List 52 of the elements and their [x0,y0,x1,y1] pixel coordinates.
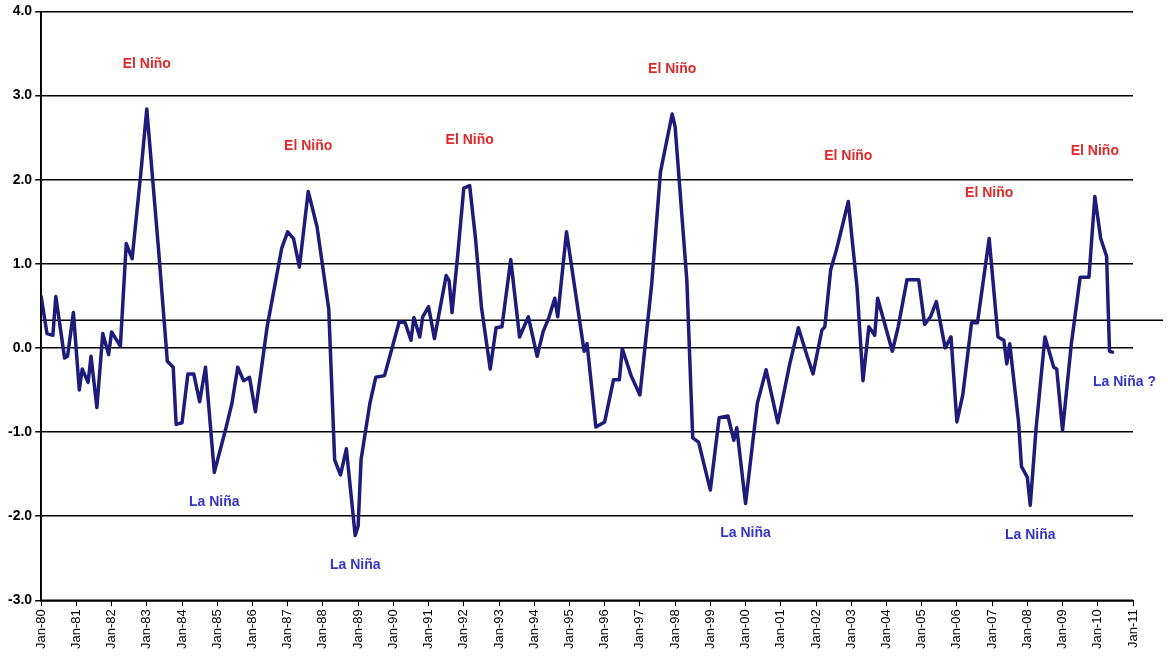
annotation: El Niño [122,54,171,71]
x-tick-label: Jan-90 [384,609,400,649]
y-tick-label: -2.0 [8,506,33,523]
annotation: El Niño [648,59,697,76]
x-tick-label: Jan-86 [244,609,260,649]
x-tick-label: Jan-99 [701,609,717,649]
x-tick-label: Jan-08 [1018,609,1034,649]
annotation: La Niña [1004,526,1056,543]
annotation: La Niña ? [1092,372,1156,389]
x-tick-label: Jan-84 [173,609,189,649]
x-tick-label: Jan-03 [842,609,858,649]
x-tick-label: Jan-11 [1124,609,1140,649]
x-tick-label: Jan-91 [420,609,436,649]
y-tick-label: 3.0 [12,86,33,103]
x-tick-label: Jan-07 [983,609,999,649]
annotation: La Niña [329,556,381,573]
x-tick-label: Jan-02 [807,609,823,649]
y-tick-label: 1.0 [12,254,33,271]
x-tick-label: Jan-01 [772,609,788,649]
annotation: El Niño [445,131,494,148]
annotation: El Niño [824,147,873,164]
annotation: La Niña [189,493,240,510]
x-tick-label: Jan-95 [561,609,577,649]
x-tick-label: Jan-83 [138,609,154,649]
y-tick-label: -1.0 [8,422,33,439]
x-tick-label: Jan-04 [878,609,894,649]
x-tick-label: Jan-09 [1054,609,1070,649]
x-tick-label: Jan-87 [279,609,295,649]
x-tick-label: Jan-94 [525,609,541,649]
x-tick-label: Jan-93 [490,609,506,649]
annotation: El Niño [965,184,1014,201]
annotation: El Niño [1070,142,1119,159]
x-tick-label: Jan-81 [67,609,83,649]
annotation: El Niño [284,137,333,154]
x-tick-label: Jan-98 [666,609,682,649]
x-tick-label: Jan-82 [103,609,119,649]
x-tick-label: Jan-97 [631,609,647,649]
x-tick-label: Jan-88 [314,609,330,649]
x-tick-label: Jan-80 [32,609,48,649]
y-tick-label: 0.0 [12,338,33,355]
x-tick-label: Jan-05 [913,609,929,649]
x-tick-label: Jan-92 [455,609,471,649]
x-tick-label: Jan-06 [948,609,964,649]
x-tick-label: Jan-10 [1089,609,1105,649]
x-tick-label: Jan-85 [208,609,224,649]
x-tick-label: Jan-96 [596,609,612,649]
y-tick-label: 4.0 [12,2,33,19]
y-tick-label: -3.0 [8,591,33,608]
annotation: La Niña [720,524,772,541]
x-tick-label: Jan-00 [737,609,753,649]
x-tick-label: Jan-89 [349,609,365,649]
y-tick-label: 2.0 [12,170,33,187]
